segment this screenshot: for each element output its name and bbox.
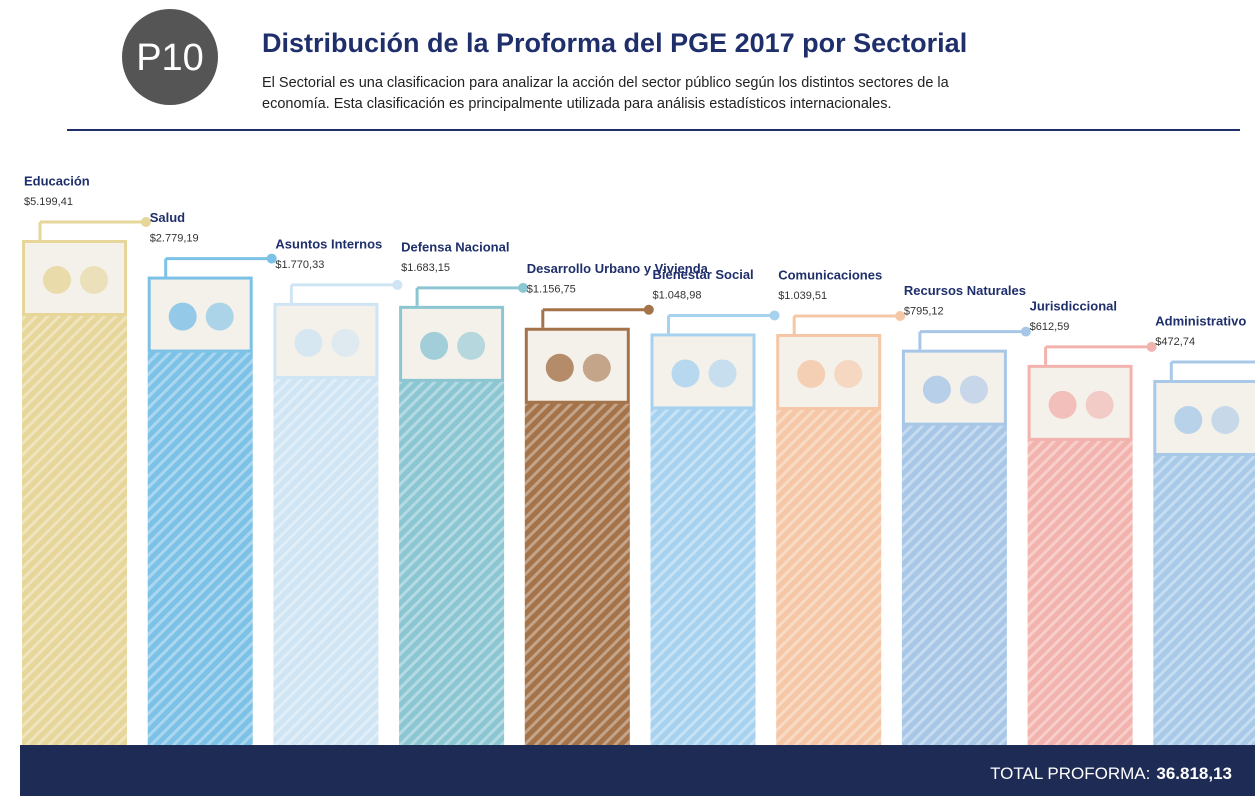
illustration-detail [1174,406,1203,434]
value-label: $472,74 [1155,336,1195,348]
category-label: Bienestar Social [653,267,754,282]
connector-dot [266,253,277,264]
category-label: Recursos Naturales [904,283,1026,298]
bar-stripes [273,378,379,745]
illustration [1028,365,1132,440]
bar-stripes [776,409,882,745]
illustration-detail [545,353,574,382]
subtitle: El Sectorial es una clasificacion para a… [262,75,950,91]
total-label: TOTAL PROFORMA: [990,764,1150,783]
illustration-detail [80,266,108,294]
illustration-detail [671,359,700,388]
connector-dot [392,279,403,290]
category-label: Asuntos Internos [275,236,382,251]
bar-stripes [1027,440,1133,745]
illustration [777,334,881,409]
illustration-detail [922,375,951,404]
bar-stripes [1153,456,1255,745]
illustration-detail [43,266,71,294]
total-value: 36.818,13 [1156,764,1232,783]
bar-stripes [524,403,630,745]
value-label: $5.199,41 [24,196,73,208]
category-label: Comunicaciones [778,267,882,282]
illustration [400,306,504,381]
bar-stripes [147,352,253,745]
illustration-detail [168,302,197,331]
illustration-detail [294,328,323,357]
category-label: Administrativo [1155,313,1246,328]
illustration-detail [457,331,486,360]
illustration [1154,381,1255,455]
illustration [902,350,1006,425]
connector-dot [518,282,529,293]
category-label: Salud [150,210,185,225]
value-label: $2.779,19 [150,232,199,244]
category-label: Defensa Nacional [401,239,509,254]
illustration-detail [834,359,863,388]
bars: Educación $5.199,41 Salud $2.779,19 Asuntos … [22,173,1255,745]
illustration [274,303,378,378]
bar-stripes [22,316,127,745]
total: TOTAL PROFORMA: 36.818,13 [990,764,1232,783]
value-label: $1.048,98 [653,289,702,301]
illustration [23,241,126,315]
illustration-detail [420,331,449,360]
chart-title: Distribución de la Proforma del PGE 2017… [262,28,967,58]
illustration-detail [331,328,360,357]
bar-stripes [901,425,1007,745]
category-label: Desarrollo Urbano y Vivienda [527,261,709,276]
value-label: $1.156,75 [527,284,576,296]
illustration-detail [708,359,737,388]
illustration-detail [959,375,988,404]
bar-stripes [650,409,756,745]
connector-dot [895,310,906,321]
illustration [525,328,629,403]
footer [20,745,1255,796]
badge [122,9,218,105]
value-label: $612,59 [1030,321,1070,333]
category-label: Jurisdiccional [1030,298,1117,313]
category-label: Educación [24,173,90,188]
subtitle: economía. Esta clasificación es principa… [262,96,891,112]
illustration-detail [797,359,826,388]
illustration [148,277,252,352]
illustration-detail [205,302,234,331]
value-label: $795,12 [904,306,944,318]
connector-dot [769,310,780,321]
connector-dot [643,304,654,315]
badge-text: P10 [136,37,204,79]
value-label: $1.039,51 [778,290,827,302]
illustration-detail [582,353,611,382]
connector-dot [141,217,151,227]
illustration-detail [1048,390,1077,419]
connector-dot [1146,341,1157,352]
value-label: $1.683,15 [401,262,450,274]
illustration-detail [1211,406,1240,434]
connector-dot [1020,326,1031,337]
value-label: $1.770,33 [275,259,324,271]
illustration-detail [1085,390,1114,419]
bar-stripes [399,381,505,745]
illustration [651,334,755,409]
